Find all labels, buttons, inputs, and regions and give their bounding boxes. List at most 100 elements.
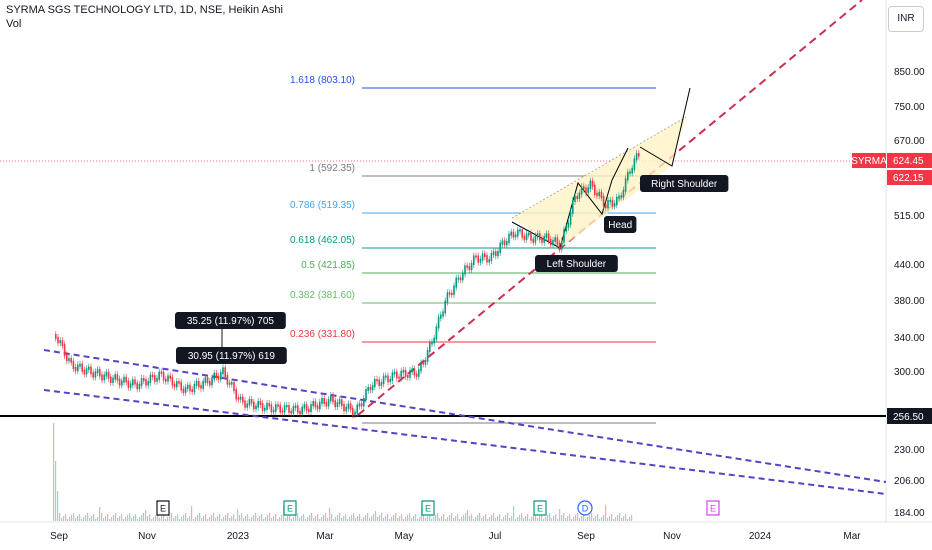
volume-bar [493, 513, 495, 521]
head-shoulders-path [511, 147, 629, 249]
event-marker-label: D [582, 504, 589, 514]
volume-bar [179, 519, 181, 521]
volume-bar [483, 516, 485, 521]
candle [627, 171, 629, 181]
volume-bar [613, 519, 615, 521]
volume-bar [121, 514, 123, 521]
volume-bar [117, 518, 119, 521]
candle [191, 389, 193, 393]
volume-bar [401, 514, 403, 521]
volume-bar [337, 515, 339, 521]
candle [385, 375, 387, 378]
volume-bar [543, 519, 545, 521]
volume-bar [263, 519, 265, 521]
currency-button[interactable]: INR [888, 6, 924, 32]
volume-bar [385, 516, 387, 521]
candle [184, 386, 187, 393]
candle [213, 372, 215, 380]
candle [279, 404, 281, 413]
volume-bar [431, 519, 433, 521]
volume-bar [203, 516, 205, 521]
volume-bar [623, 516, 625, 521]
volume-bar [521, 513, 523, 521]
candle [492, 251, 495, 255]
volume-bar [489, 517, 491, 521]
candle [420, 362, 422, 372]
candle [68, 358, 70, 362]
volume-bar [551, 518, 553, 521]
candle [488, 259, 490, 263]
volume-bar [125, 517, 127, 521]
candle [528, 232, 530, 236]
candle [261, 403, 264, 411]
candle [565, 225, 567, 232]
candle [343, 404, 345, 412]
volume-bar [435, 515, 437, 521]
event-marker-label: E [425, 504, 431, 514]
candle [338, 399, 341, 405]
candle [563, 229, 565, 243]
volume-bar [533, 515, 535, 521]
candle [620, 195, 622, 198]
candle [79, 363, 81, 367]
volume-bar [603, 515, 605, 521]
volume-bar [599, 519, 601, 521]
candle [455, 277, 457, 288]
volume-bar [605, 505, 607, 521]
candle [160, 371, 163, 374]
volume-bar [271, 518, 273, 521]
volume-bar [359, 514, 361, 521]
candle [486, 255, 488, 263]
candle [506, 241, 508, 246]
volume-bar [191, 506, 193, 521]
earnings-marker [156, 500, 170, 516]
volume-bar [91, 516, 93, 521]
volume-bar [155, 515, 157, 521]
volume-bar [309, 515, 311, 521]
volume-bar [237, 509, 239, 521]
volume-bar [495, 518, 497, 521]
volume-bar [513, 506, 515, 521]
candle [398, 376, 400, 379]
candle [246, 403, 248, 408]
earnings-marker [706, 500, 720, 516]
volume-bar [447, 517, 449, 521]
measure-label-lower: 30.95 (11.97%) 619 [188, 351, 276, 362]
candle [464, 265, 466, 275]
candle [545, 233, 548, 239]
candle [202, 380, 204, 389]
volume-bar [539, 516, 541, 521]
candle [431, 341, 433, 345]
candle [567, 222, 570, 228]
candle [484, 253, 486, 258]
volume-indicator-label[interactable]: Vol [6, 18, 22, 30]
price-axis-tick: 230.00 [894, 445, 925, 456]
volume-bar [311, 513, 313, 521]
volume-bar [233, 514, 235, 521]
candle [501, 240, 504, 245]
candle [99, 369, 101, 377]
volume-bar [109, 519, 111, 521]
volume-bar [245, 516, 247, 521]
candle [396, 371, 398, 379]
volume-bar [391, 517, 393, 521]
volume-bar [555, 514, 557, 521]
volume-bar [219, 514, 221, 521]
volume-bar [341, 518, 343, 521]
volume-bar [297, 513, 299, 521]
volume-bar [429, 514, 431, 521]
candle [268, 402, 270, 407]
volume-bar [505, 515, 507, 521]
candle [114, 374, 116, 380]
candle [514, 234, 517, 238]
volume-bar [441, 516, 443, 521]
candle [294, 405, 297, 409]
time-axis-tick: 2024 [749, 531, 772, 542]
volume-bar [349, 517, 351, 521]
candle [134, 379, 136, 385]
volume-bar [523, 518, 525, 521]
candle [407, 375, 409, 378]
volume-bar [249, 519, 251, 521]
candle [466, 265, 468, 268]
